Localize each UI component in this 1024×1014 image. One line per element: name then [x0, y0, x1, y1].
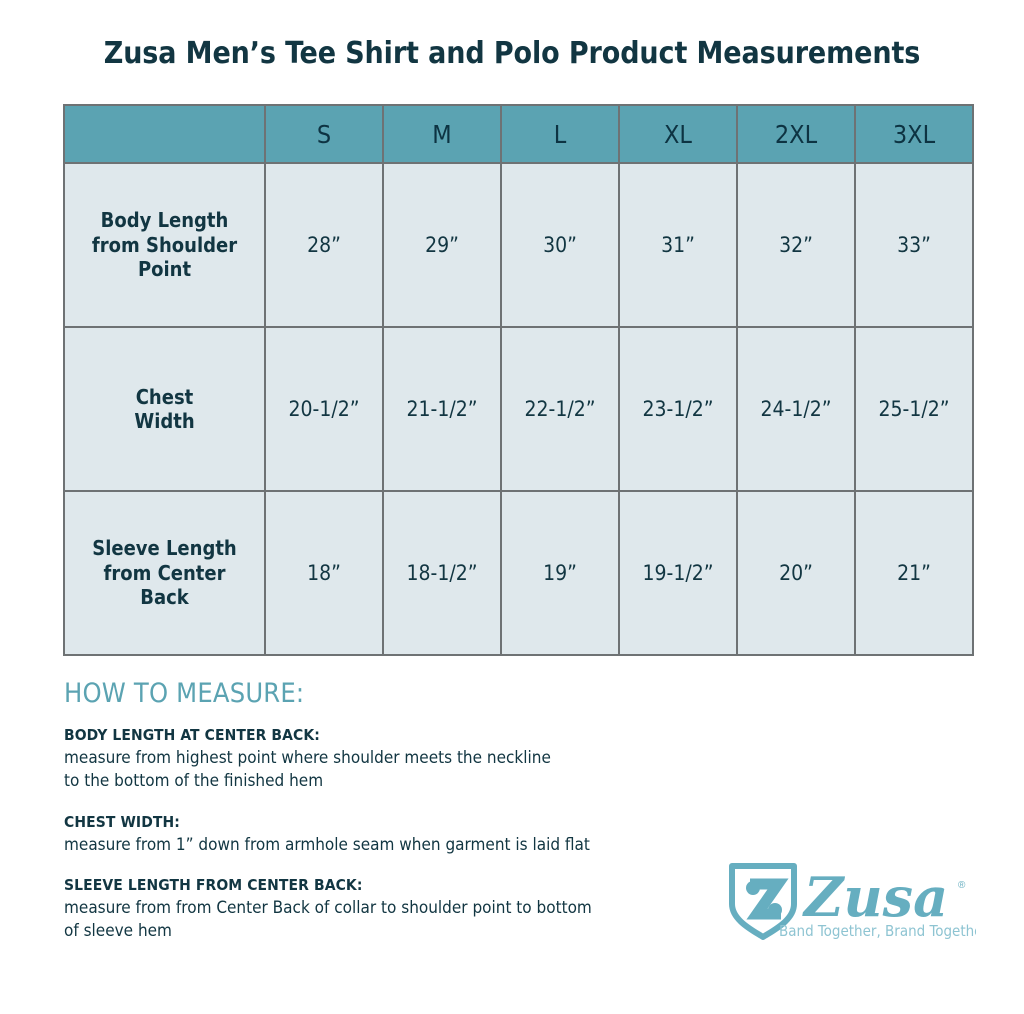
- row-label-line-3: Point: [137, 257, 192, 282]
- measure-text-line-1: measure from highest point where shoulde…: [64, 748, 551, 769]
- measure-text-line-2: of sleeve hem: [64, 920, 172, 941]
- header-cell-m: M: [382, 104, 502, 164]
- cell-chest-width-2xl: 24-1/2”: [736, 326, 856, 492]
- cell-sleeve-length-l: 19”: [500, 490, 620, 656]
- logo-wordmark: Zusa: [802, 865, 948, 929]
- measure-item-title: BODY LENGTH AT CENTER BACK:: [64, 726, 320, 744]
- shield-icon: [729, 863, 797, 940]
- row-label-line-1: Sleeve Length: [92, 536, 237, 561]
- how-to-measure-heading: HOW TO MEASURE:: [64, 678, 305, 709]
- cell-chest-width-s: 20-1/2”: [264, 326, 384, 492]
- header-cell-s: S: [264, 104, 384, 164]
- header-cell-blank: [63, 104, 266, 164]
- row-label-line-2: from Shoulder: [91, 232, 238, 257]
- table-row: Sleeve Length from Center Back 18” 18-1/…: [63, 490, 974, 656]
- header-cell-l: L: [500, 104, 620, 164]
- cell-chest-width-xl: 23-1/2”: [618, 326, 738, 492]
- zusa-logo: Zusa ® Band Together, Brand Together.: [726, 860, 976, 946]
- cell-body-length-3xl: 33”: [854, 162, 974, 328]
- cell-body-length-m: 29”: [382, 162, 502, 328]
- cell-chest-width-l: 22-1/2”: [500, 326, 620, 492]
- row-label-chest-width: Chest Width: [63, 326, 266, 492]
- row-label-line-2: Width: [134, 409, 195, 433]
- cell-sleeve-length-s: 18”: [264, 490, 384, 656]
- measure-text-line-1: measure from 1” down from armhole seam w…: [64, 835, 590, 856]
- cell-body-length-xl: 31”: [618, 162, 738, 328]
- measure-item-sleeve-length: SLEEVE LENGTH FROM CENTER BACK: measure …: [64, 874, 704, 942]
- measure-item-chest-width: CHEST WIDTH: measure from 1” down from a…: [64, 811, 704, 857]
- measure-text-line-2: to the bottom of the finished hem: [64, 770, 324, 791]
- size-measurement-table: S M L XL 2XL 3XL Body Length from Should…: [63, 104, 974, 656]
- measure-item-text: measure from from Center Back of collar …: [64, 897, 704, 941]
- measure-item-body-length: BODY LENGTH AT CENTER BACK: measure from…: [64, 724, 704, 792]
- header-cell-3xl: 3XL: [854, 104, 974, 164]
- table-row: Body Length from Shoulder Point 28” 29” …: [63, 162, 974, 328]
- header-cell-2xl: 2XL: [736, 104, 856, 164]
- cell-chest-width-m: 21-1/2”: [382, 326, 502, 492]
- cell-chest-width-3xl: 25-1/2”: [854, 326, 974, 492]
- logo-tagline: Band Together, Brand Together.: [779, 922, 976, 940]
- cell-sleeve-length-2xl: 20”: [736, 490, 856, 656]
- cell-sleeve-length-m: 18-1/2”: [382, 490, 502, 656]
- row-label-body-length: Body Length from Shoulder Point: [63, 162, 266, 328]
- measure-item-text: measure from highest point where shoulde…: [64, 747, 704, 791]
- measure-item-title: SLEEVE LENGTH FROM CENTER BACK:: [64, 876, 363, 894]
- cell-sleeve-length-xl: 19-1/2”: [618, 490, 738, 656]
- logo-registered-mark: ®: [958, 880, 966, 891]
- measure-item-text: measure from 1” down from armhole seam w…: [64, 834, 704, 856]
- measure-item-title: CHEST WIDTH:: [64, 813, 180, 831]
- header-cell-xl: XL: [618, 104, 738, 164]
- row-label-line-3: Back: [140, 585, 189, 610]
- cell-body-length-l: 30”: [500, 162, 620, 328]
- cell-body-length-2xl: 32”: [736, 162, 856, 328]
- row-label-line-2: from Center: [103, 560, 226, 585]
- row-label-line-1: Chest: [135, 384, 194, 409]
- table-header-row: S M L XL 2XL 3XL: [63, 104, 974, 164]
- row-label-sleeve-length: Sleeve Length from Center Back: [63, 490, 266, 656]
- cell-body-length-s: 28”: [264, 162, 384, 328]
- cell-sleeve-length-3xl: 21”: [854, 490, 974, 656]
- page-title: Zusa Men’s Tee Shirt and Polo Product Me…: [103, 36, 921, 71]
- row-label-line-1: Body Length: [100, 208, 229, 233]
- measure-text-line-1: measure from from Center Back of collar …: [64, 898, 592, 919]
- table-row: Chest Width 20-1/2” 21-1/2” 22-1/2” 23-1…: [63, 326, 974, 492]
